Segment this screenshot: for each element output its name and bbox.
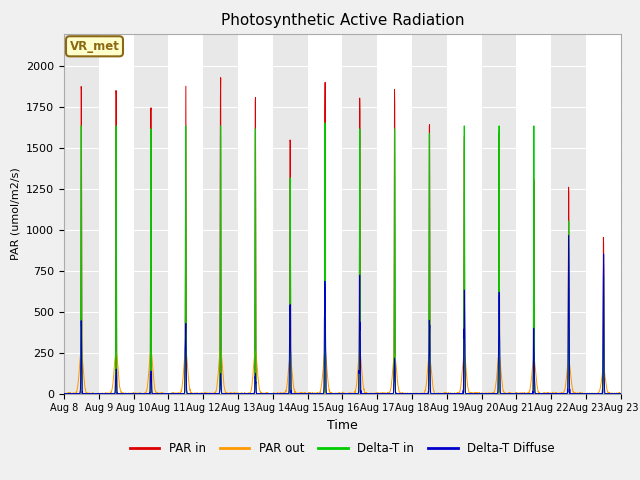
Line: Delta-T in: Delta-T in [64, 123, 621, 394]
PAR in [542, 391, 550, 396]
Y-axis label: PAR (umol/m2/s): PAR (umol/m2/s) [11, 167, 20, 260]
PAR in [217, 75, 225, 81]
Delta-T Diffuse [116, 391, 124, 396]
Line: Delta-T Diffuse: Delta-T Diffuse [64, 235, 621, 394]
Delta-T in [321, 120, 329, 126]
Bar [516, 34, 551, 394]
Delta-T in [510, 391, 518, 396]
PAR out [116, 384, 124, 390]
Delta-T Diffuse [60, 391, 68, 396]
Delta-T in [617, 391, 625, 396]
Delta-T in [609, 391, 617, 396]
PAR in [609, 391, 617, 396]
PAR in [60, 391, 68, 396]
Delta-T Diffuse [564, 232, 572, 238]
Title: Photosynthetic Active Radiation: Photosynthetic Active Radiation [221, 13, 464, 28]
Delta-T Diffuse [617, 391, 625, 396]
Bar [447, 34, 481, 394]
PAR in [617, 391, 625, 396]
PAR out [60, 391, 68, 396]
PAR out [609, 391, 617, 396]
Legend: PAR in, PAR out, Delta-T in, Delta-T Diffuse: PAR in, PAR out, Delta-T in, Delta-T Dif… [125, 437, 560, 460]
Bar [168, 34, 204, 394]
Delta-T Diffuse [376, 391, 383, 396]
PAR in [376, 391, 384, 396]
Delta-T Diffuse [236, 391, 244, 396]
Delta-T Diffuse [609, 391, 617, 396]
PAR in [510, 391, 518, 396]
PAR out [60, 391, 68, 396]
Bar [99, 34, 134, 394]
Bar [586, 34, 621, 394]
PAR out [511, 391, 518, 396]
PAR in [236, 391, 244, 396]
PAR out [617, 391, 625, 396]
Bar [308, 34, 342, 394]
Bar [238, 34, 273, 394]
Delta-T in [60, 391, 68, 396]
Delta-T in [116, 391, 124, 396]
Delta-T in [542, 391, 550, 396]
PAR out [236, 391, 244, 396]
PAR out [376, 390, 384, 396]
Delta-T in [376, 391, 384, 396]
Line: PAR out: PAR out [64, 350, 621, 394]
Text: VR_met: VR_met [70, 40, 120, 53]
Delta-T in [236, 391, 244, 396]
Delta-T Diffuse [510, 391, 518, 396]
PAR in [116, 391, 124, 396]
PAR out [182, 348, 189, 353]
Delta-T Diffuse [541, 391, 549, 396]
PAR out [542, 390, 550, 396]
Line: PAR in: PAR in [64, 78, 621, 394]
X-axis label: Time: Time [327, 419, 358, 432]
Bar [377, 34, 412, 394]
